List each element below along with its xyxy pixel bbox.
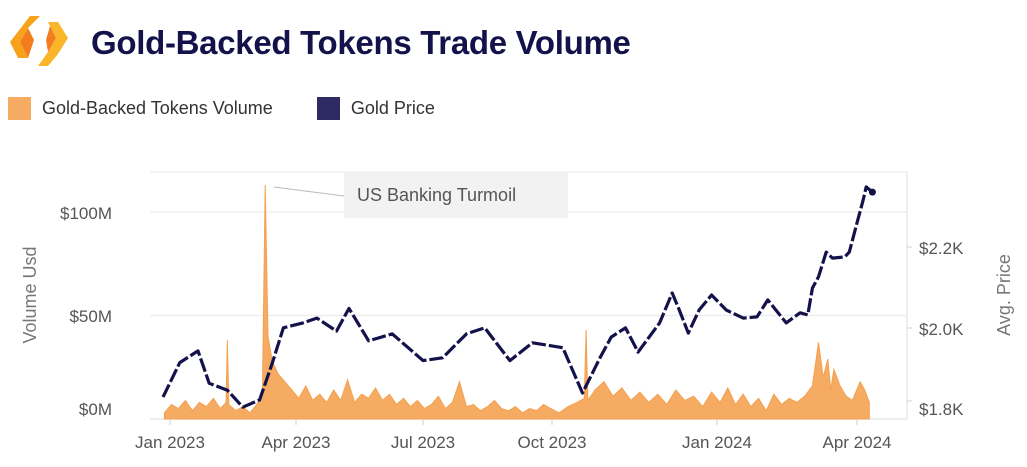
x-tick-label: Apr 2024 <box>823 433 892 452</box>
annotation-text: US Banking Turmoil <box>357 185 516 205</box>
y-left-tick-label: $100M <box>60 204 112 223</box>
legend-label-price: Gold Price <box>350 98 435 118</box>
page-title: Gold-Backed Tokens Trade Volume <box>91 24 631 61</box>
chart-legend: Gold-Backed Tokens Volume Gold Price <box>8 97 479 120</box>
annotation-leader-line <box>273 186 345 197</box>
annotation-box <box>344 173 568 218</box>
x-tick-label: Jul 2023 <box>391 433 455 452</box>
gold-price-line <box>161 185 874 409</box>
legend-item-price[interactable]: Gold Price <box>316 97 435 120</box>
legend-label-volume: Gold-Backed Tokens Volume <box>42 98 273 118</box>
x-tick-label: Apr 2023 <box>262 433 331 452</box>
y-left-tick-label: $0M <box>79 400 112 419</box>
y-right-tick-label: $2.2K <box>919 239 964 258</box>
y-right-tick-label: $2.0K <box>919 320 964 339</box>
x-tick-label: Jan 2024 <box>682 433 752 452</box>
y-left-axis-title: Volume Usd <box>20 246 40 343</box>
x-tick-label: Jan 2023 <box>135 433 205 452</box>
volume-area <box>163 185 870 420</box>
x-tick-label: Oct 2023 <box>518 433 587 452</box>
legend-swatch-price <box>316 97 340 120</box>
gold-price-end-marker <box>868 188 876 196</box>
y-right-axis-title: Avg. Price <box>994 254 1014 336</box>
logo-icon <box>10 16 68 66</box>
legend-swatch-volume <box>8 97 31 120</box>
y-right-tick-label: $1.8K <box>919 400 964 419</box>
y-left-tick-label: $50M <box>69 307 112 326</box>
legend-item-volume[interactable]: Gold-Backed Tokens Volume <box>8 97 273 120</box>
